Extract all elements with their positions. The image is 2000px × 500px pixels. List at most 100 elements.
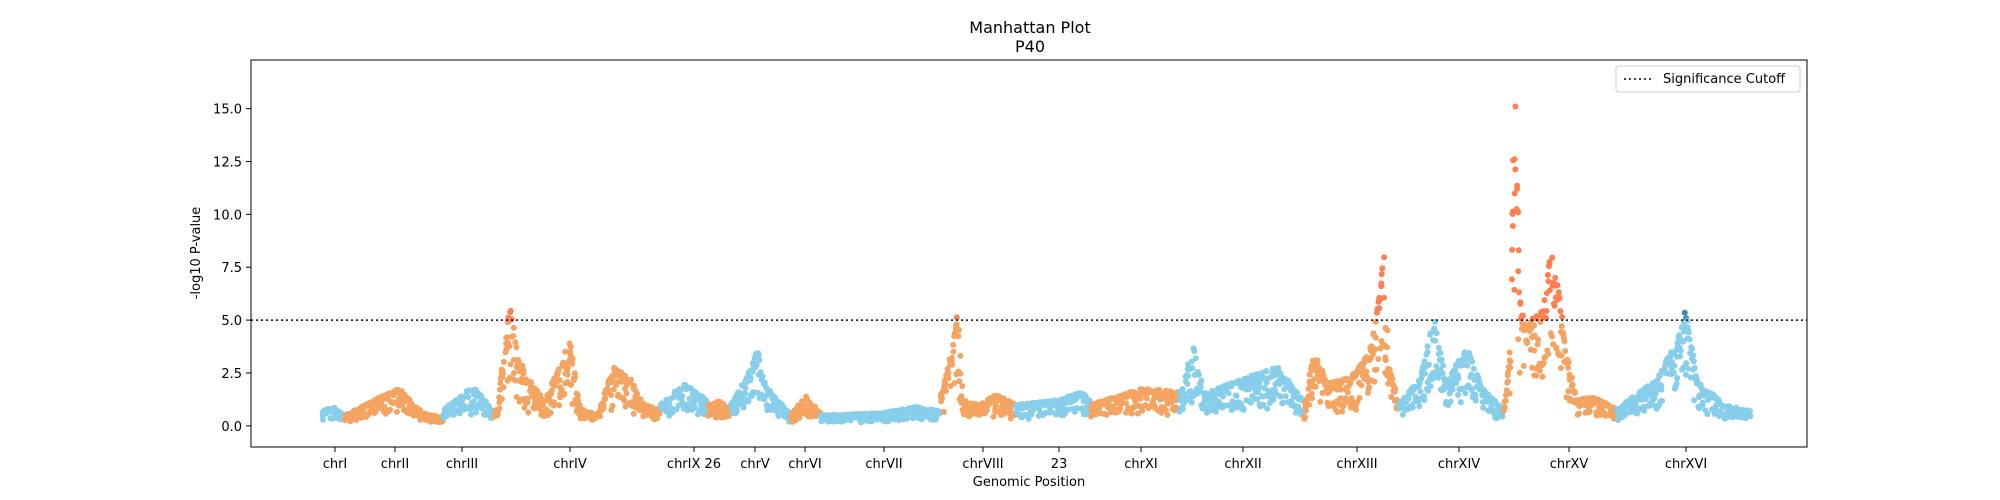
data-point <box>1559 313 1566 320</box>
data-point <box>500 358 507 365</box>
data-point <box>1353 406 1359 413</box>
x-tick-label: chrVIII <box>962 457 1003 472</box>
data-point <box>609 402 616 409</box>
data-point <box>1263 379 1270 386</box>
data-point <box>761 396 768 403</box>
data-point <box>443 413 450 420</box>
data-point <box>465 394 472 401</box>
data-point <box>1471 392 1478 399</box>
data-point <box>1308 390 1315 397</box>
data-point <box>547 409 554 416</box>
data-point <box>1074 405 1081 412</box>
data-point <box>950 348 957 355</box>
data-point <box>622 403 629 410</box>
data-point <box>1356 394 1363 401</box>
data-point <box>1621 412 1628 419</box>
data-point <box>1372 346 1378 353</box>
data-point <box>1683 360 1690 367</box>
data-point <box>1690 352 1697 359</box>
data-point <box>1433 363 1440 370</box>
data-point <box>510 370 517 377</box>
data-point <box>1499 413 1506 420</box>
data-point <box>1468 386 1475 393</box>
data-point <box>621 397 628 404</box>
data-point <box>1516 289 1522 296</box>
data-point <box>1431 325 1438 332</box>
data-point <box>903 415 910 422</box>
data-point <box>1192 355 1199 362</box>
data-point <box>1306 371 1313 378</box>
data-point <box>510 333 517 339</box>
data-point <box>1674 375 1681 381</box>
data-point <box>610 386 617 393</box>
data-point <box>1560 329 1566 336</box>
data-point <box>1509 246 1516 253</box>
data-point <box>1424 349 1431 356</box>
data-point <box>1342 395 1349 402</box>
x-tick-label: chrIII <box>446 457 478 472</box>
data-point <box>556 402 563 409</box>
data-point <box>1137 395 1144 402</box>
data-point <box>1427 383 1434 390</box>
data-point <box>1184 380 1191 387</box>
data-point <box>561 390 568 397</box>
data-point <box>1545 351 1552 357</box>
data-point <box>1512 103 1519 110</box>
data-point <box>506 343 513 350</box>
data-point <box>1671 369 1677 376</box>
data-point <box>1549 254 1556 261</box>
data-point <box>1531 332 1538 339</box>
y-tick-label: 15.0 <box>213 103 242 118</box>
data-point <box>740 404 747 411</box>
data-point <box>508 316 515 323</box>
data-point <box>602 394 609 401</box>
data-point <box>568 382 574 388</box>
data-point <box>1123 400 1130 407</box>
data-point <box>1416 403 1423 410</box>
data-point <box>1360 364 1366 371</box>
data-point <box>1416 380 1423 387</box>
data-point <box>1339 408 1346 415</box>
data-point <box>1344 389 1351 396</box>
data-point <box>1376 305 1383 312</box>
data-point <box>1438 356 1445 363</box>
data-point <box>520 367 527 374</box>
x-tick-label: chrXV <box>1550 457 1589 472</box>
data-point <box>1220 393 1226 400</box>
data-point <box>1516 369 1523 376</box>
legend: Significance Cutoff <box>1615 65 1801 93</box>
data-point <box>562 348 569 355</box>
data-point <box>942 380 949 387</box>
data-point <box>1455 375 1462 382</box>
data-point <box>574 392 581 399</box>
y-tick-label: 10.0 <box>213 208 242 223</box>
data-point <box>1545 278 1552 285</box>
data-point <box>1260 401 1267 408</box>
data-point <box>734 407 740 414</box>
data-point <box>1671 362 1678 369</box>
data-point <box>513 394 520 400</box>
data-point <box>1658 386 1665 393</box>
data-point <box>1233 392 1240 399</box>
data-point <box>1558 352 1565 359</box>
data-point <box>1677 353 1683 360</box>
data-point <box>1455 391 1462 398</box>
data-point <box>1549 333 1555 340</box>
y-tick-label: 0.0 <box>221 420 242 435</box>
data-point <box>393 409 400 415</box>
data-point <box>1358 382 1365 389</box>
data-point <box>1747 408 1754 415</box>
data-point <box>957 370 964 377</box>
data-point <box>1435 374 1442 381</box>
data-point <box>1384 344 1390 351</box>
data-point <box>564 364 571 371</box>
data-point <box>1189 365 1196 372</box>
data-point <box>1435 344 1442 351</box>
data-point <box>1512 166 1519 173</box>
data-point <box>1103 411 1110 418</box>
data-point <box>955 327 962 333</box>
data-point <box>951 380 958 387</box>
data-point <box>387 406 393 413</box>
data-point <box>1568 374 1575 381</box>
data-point <box>1364 374 1371 381</box>
